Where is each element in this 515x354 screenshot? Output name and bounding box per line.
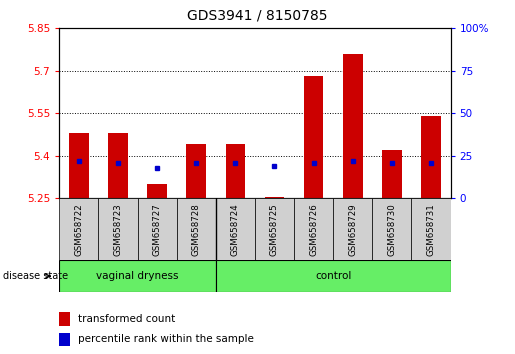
Bar	[186, 144, 206, 198]
Bar	[411, 198, 451, 260]
Bar	[255, 198, 294, 260]
Text: GSM658722: GSM658722	[74, 203, 83, 256]
Text: GSM658731: GSM658731	[426, 203, 436, 256]
Bar	[59, 312, 70, 326]
Text: GSM658726: GSM658726	[309, 203, 318, 256]
Bar	[59, 333, 70, 346]
Text: GSM658727: GSM658727	[152, 203, 162, 256]
Text: percentile rank within the sample: percentile rank within the sample	[78, 335, 254, 344]
Bar	[372, 198, 411, 260]
Bar	[304, 76, 323, 198]
Text: GSM658725: GSM658725	[270, 203, 279, 256]
Bar	[138, 198, 177, 260]
Bar	[265, 197, 284, 198]
Bar	[108, 133, 128, 198]
Bar	[294, 198, 333, 260]
Text: GSM658728: GSM658728	[192, 203, 201, 256]
Bar	[147, 184, 167, 198]
Text: GSM658729: GSM658729	[348, 203, 357, 256]
Bar	[98, 198, 138, 260]
Bar	[216, 198, 255, 260]
Bar	[343, 54, 363, 198]
Bar	[382, 150, 402, 198]
Text: transformed count: transformed count	[78, 314, 176, 324]
Text: disease state: disease state	[3, 271, 67, 281]
Bar	[333, 198, 372, 260]
Text: GSM658723: GSM658723	[113, 203, 123, 256]
Bar	[69, 133, 89, 198]
Text: GSM658730: GSM658730	[387, 203, 397, 256]
Bar	[226, 144, 245, 198]
Text: GDS3941 / 8150785: GDS3941 / 8150785	[187, 9, 328, 23]
Text: control: control	[315, 271, 351, 281]
Text: GSM658724: GSM658724	[231, 203, 240, 256]
Bar	[59, 198, 98, 260]
Bar	[216, 260, 451, 292]
Bar	[421, 116, 441, 198]
Text: vaginal dryness: vaginal dryness	[96, 271, 179, 281]
Bar	[59, 260, 216, 292]
Bar	[177, 198, 216, 260]
